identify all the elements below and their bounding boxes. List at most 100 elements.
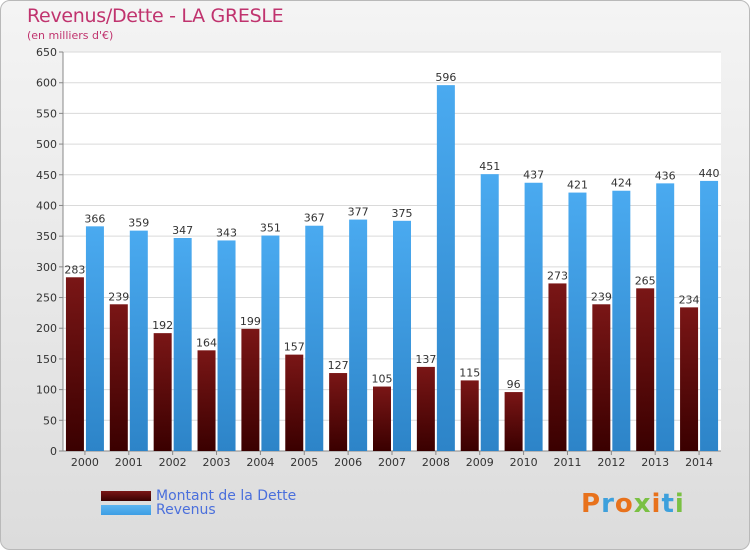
plot-area [63, 52, 721, 451]
chart-subtitle: (en milliers d'€) [27, 29, 114, 42]
bar-dette-2003 [197, 350, 216, 451]
bar-dette-2007 [373, 386, 391, 451]
y-tick-label: 0 [50, 445, 57, 458]
legend-swatch-revenus [101, 505, 151, 515]
bar-revenus-2007 [393, 220, 411, 451]
chart-title: Revenus/Dette - LA GRESLE [27, 5, 284, 27]
data-label-dette: 164 [196, 336, 217, 349]
x-tick-label: 2013 [641, 456, 669, 469]
bar-dette-2004 [241, 328, 260, 451]
bar-revenus-2003 [217, 240, 236, 451]
legend-label-dette: Montant de la Dette [156, 488, 297, 504]
data-label-dette: 137 [415, 353, 436, 366]
bar-revenus-2012 [612, 190, 631, 451]
data-label-revenus: 366 [84, 212, 105, 225]
data-label-revenus: 343 [216, 226, 237, 239]
data-label-revenus: 596 [435, 71, 456, 84]
y-tick-label: 650 [36, 46, 57, 59]
logo-letter: r [601, 489, 615, 519]
x-tick-label: 2005 [290, 456, 318, 469]
data-label-revenus: 367 [304, 212, 325, 225]
legend-swatch-dette [101, 491, 151, 501]
logo-letter: t [661, 489, 675, 519]
y-tick-label: 150 [36, 353, 57, 366]
bar-dette-2009 [460, 380, 479, 451]
x-tick-label: 2007 [378, 456, 406, 469]
y-tick-label: 300 [36, 261, 57, 274]
bar-revenus-2013 [656, 183, 675, 451]
x-tick-label: 2004 [246, 456, 274, 469]
y-tick-label: 450 [36, 169, 57, 182]
x-tick-label: 2000 [71, 456, 99, 469]
data-label-dette: 239 [108, 290, 129, 303]
logo-letter: o [614, 489, 634, 519]
x-tick-label: 2002 [159, 456, 187, 469]
bar-dette-2012 [592, 304, 611, 451]
y-tick-label: 600 [36, 77, 57, 90]
x-tick-label: 2012 [597, 456, 625, 469]
y-tick-label: 400 [36, 199, 57, 212]
data-label-revenus: 437 [523, 169, 544, 182]
data-label-dette: 115 [459, 366, 480, 379]
logo-letter: P [581, 489, 602, 519]
bar-revenus-2005 [305, 225, 324, 451]
y-tick-label: 200 [36, 322, 57, 335]
x-tick-label: 2003 [203, 456, 231, 469]
bar-revenus-2009 [480, 174, 499, 451]
data-label-revenus: 436 [655, 169, 676, 182]
bar-revenus-2010 [524, 182, 543, 451]
bar-revenus-2008 [436, 85, 455, 451]
x-tick-label: 2011 [553, 456, 581, 469]
x-tick-label: 2008 [422, 456, 450, 469]
bar-revenus-2000 [85, 226, 104, 451]
x-tick-label: 2006 [334, 456, 362, 469]
data-label-revenus: 440 [699, 167, 720, 180]
logo-letter: x [633, 489, 652, 519]
bar-dette-2006 [329, 373, 348, 451]
x-tick-label: 2009 [466, 456, 494, 469]
data-label-revenus: 375 [392, 207, 413, 220]
x-tick-label: 2010 [510, 456, 538, 469]
data-label-revenus: 421 [567, 179, 588, 192]
y-tick-label: 350 [36, 230, 57, 243]
bar-revenus-2002 [173, 237, 192, 451]
bar-dette-2011 [548, 283, 567, 451]
logo-letter: i [651, 489, 662, 519]
data-label-dette: 157 [284, 341, 305, 354]
data-label-revenus: 347 [172, 224, 193, 237]
bar-dette-2010 [504, 392, 523, 451]
data-label-revenus: 451 [479, 160, 500, 173]
bar-dette-2002 [153, 333, 172, 451]
bar-dette-2008 [416, 366, 435, 451]
data-label-dette: 127 [328, 359, 349, 372]
y-tick-label: 500 [36, 138, 57, 151]
bar-revenus-2014 [700, 180, 719, 451]
proxiti-logo: Proxiti [581, 489, 685, 519]
data-label-revenus: 424 [611, 177, 632, 190]
data-label-revenus: 351 [260, 222, 281, 235]
data-label-dette: 96 [507, 378, 521, 391]
y-tick-label: 250 [36, 292, 57, 305]
bar-dette-2005 [285, 354, 304, 451]
legend-item-revenus: Revenus [101, 502, 216, 518]
bar-dette-2000 [65, 277, 84, 451]
data-label-dette: 265 [635, 274, 656, 287]
y-tick-label: 50 [43, 414, 57, 427]
logo-letter: i [674, 489, 685, 519]
data-label-dette: 239 [591, 290, 612, 303]
data-label-dette: 234 [679, 293, 700, 306]
bar-revenus-2011 [568, 192, 587, 451]
x-tick-label: 2014 [685, 456, 713, 469]
y-tick-label: 550 [36, 107, 57, 120]
data-label-revenus: 377 [348, 206, 369, 219]
bar-dette-2014 [680, 307, 699, 451]
data-label-dette: 105 [372, 373, 393, 386]
x-tick-label: 2001 [115, 456, 143, 469]
y-tick-label: 100 [36, 384, 57, 397]
bar-revenus-2006 [349, 219, 368, 451]
legend-item-dette: Montant de la Dette [101, 488, 296, 504]
data-label-dette: 283 [64, 263, 85, 276]
bar-dette-2013 [636, 288, 655, 451]
